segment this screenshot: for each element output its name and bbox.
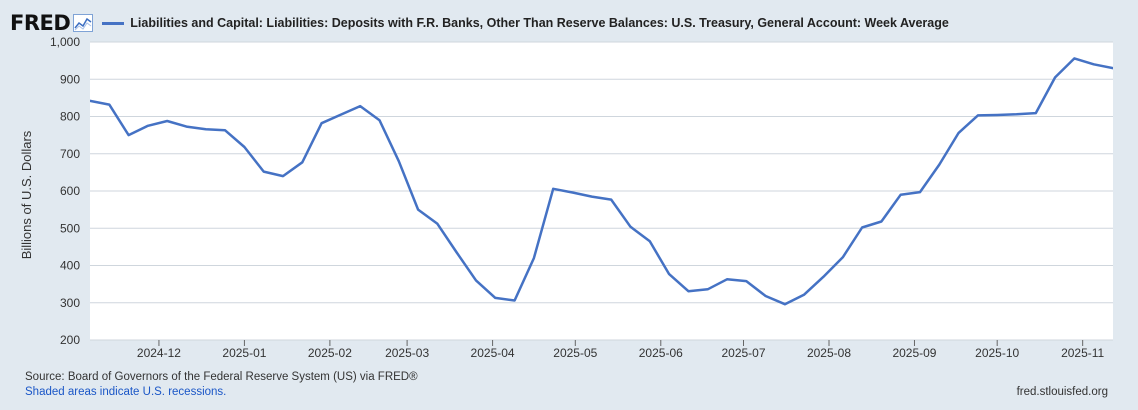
legend-label: Liabilities and Capital: Liabilities: De… bbox=[130, 16, 949, 30]
y-tick-label: 600 bbox=[60, 184, 80, 198]
y-tick-label: 1,000 bbox=[50, 35, 80, 49]
x-tick-label: 2025-05 bbox=[553, 346, 597, 360]
y-tick-label: 700 bbox=[60, 147, 80, 161]
x-tick-label: 2025-10 bbox=[975, 346, 1019, 360]
x-tick-label: 2025-07 bbox=[721, 346, 765, 360]
x-tick-label: 2025-03 bbox=[385, 346, 429, 360]
source-note: Source: Board of Governors of the Federa… bbox=[25, 371, 418, 383]
y-tick-label: 800 bbox=[60, 110, 80, 124]
recession-note: Shaded areas indicate U.S. recessions. bbox=[25, 386, 227, 398]
line-graph-icon bbox=[73, 14, 94, 32]
y-axis-label: Billions of U.S. Dollars bbox=[19, 130, 34, 259]
x-tick-label: 2025-08 bbox=[807, 346, 851, 360]
y-tick-label: 900 bbox=[60, 72, 80, 86]
chart-header: FRED Liabilities and Capital: Liabilitie… bbox=[10, 9, 949, 37]
x-tick-label: 2024-12 bbox=[137, 346, 181, 360]
fred-logo[interactable]: FRED bbox=[10, 11, 71, 35]
y-tick-label: 500 bbox=[60, 221, 80, 235]
x-tick-label: 2025-02 bbox=[308, 346, 352, 360]
site-link[interactable]: fred.stlouisfed.org bbox=[1016, 386, 1108, 398]
y-axis-ticks: 200 300 400 500 600 700 800 900 1,000 bbox=[50, 35, 80, 347]
series-lines bbox=[90, 57, 1113, 306]
x-axis-ticks: 2024-12 2025-01 2025-02 2025-03 2025-04 2025-… bbox=[137, 340, 1105, 360]
x-tick-label: 2025-11 bbox=[1061, 346, 1104, 360]
series-line bbox=[90, 57, 1113, 306]
x-tick-label: 2025-06 bbox=[639, 346, 683, 360]
x-tick-label: 2025-04 bbox=[471, 346, 515, 360]
x-tick-label: 2025-01 bbox=[222, 346, 266, 360]
y-tick-label: 400 bbox=[60, 259, 80, 273]
y-tick-label: 200 bbox=[60, 333, 80, 347]
gridlines bbox=[90, 41, 1113, 341]
x-tick-label: 2025-09 bbox=[892, 346, 936, 360]
legend-swatch bbox=[102, 21, 125, 25]
y-tick-label: 300 bbox=[60, 296, 80, 310]
